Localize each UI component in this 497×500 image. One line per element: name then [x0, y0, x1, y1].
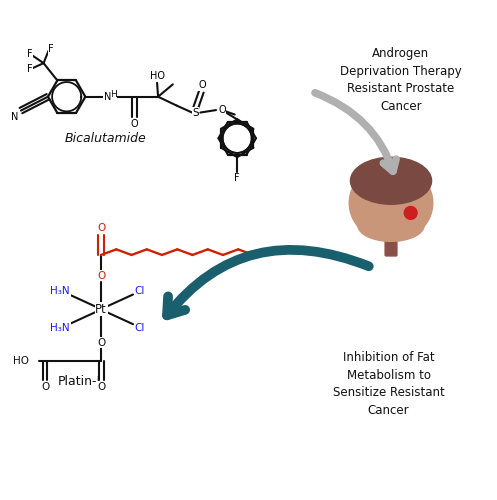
Text: F: F: [27, 49, 33, 59]
Text: S: S: [192, 108, 199, 118]
Text: HO: HO: [150, 71, 165, 81]
Text: O: O: [97, 338, 105, 348]
Text: HO: HO: [13, 356, 29, 366]
Text: O: O: [97, 223, 105, 233]
Text: Androgen
Deprivation Therapy
Resistant Prostate
Cancer: Androgen Deprivation Therapy Resistant P…: [340, 48, 462, 113]
Text: H₃N: H₃N: [51, 322, 70, 332]
Text: O: O: [218, 105, 226, 115]
FancyArrowPatch shape: [315, 93, 396, 172]
FancyArrowPatch shape: [167, 250, 369, 316]
Text: H₃N: H₃N: [51, 286, 70, 296]
Text: F: F: [235, 174, 240, 184]
Text: O: O: [131, 119, 138, 129]
Text: O: O: [97, 382, 105, 392]
Ellipse shape: [358, 209, 424, 242]
Text: O: O: [41, 382, 49, 392]
FancyBboxPatch shape: [385, 227, 397, 256]
Ellipse shape: [349, 164, 433, 242]
Text: F: F: [27, 64, 33, 74]
Text: O: O: [97, 270, 105, 280]
Text: Cl: Cl: [135, 322, 145, 332]
Text: N: N: [11, 112, 19, 122]
Circle shape: [404, 206, 417, 220]
Text: Bicalutamide: Bicalutamide: [65, 132, 147, 145]
Text: Inhibition of Fat
Metabolism to
Sensitize Resistant
Cancer: Inhibition of Fat Metabolism to Sensitiz…: [332, 352, 444, 417]
Text: Pt: Pt: [95, 303, 107, 316]
Text: F: F: [48, 44, 54, 54]
Ellipse shape: [350, 158, 431, 204]
Text: H: H: [110, 90, 117, 98]
Text: Cl: Cl: [135, 286, 145, 296]
Text: N: N: [104, 92, 111, 102]
Text: O: O: [198, 80, 206, 90]
Text: Platin-L: Platin-L: [58, 374, 105, 388]
